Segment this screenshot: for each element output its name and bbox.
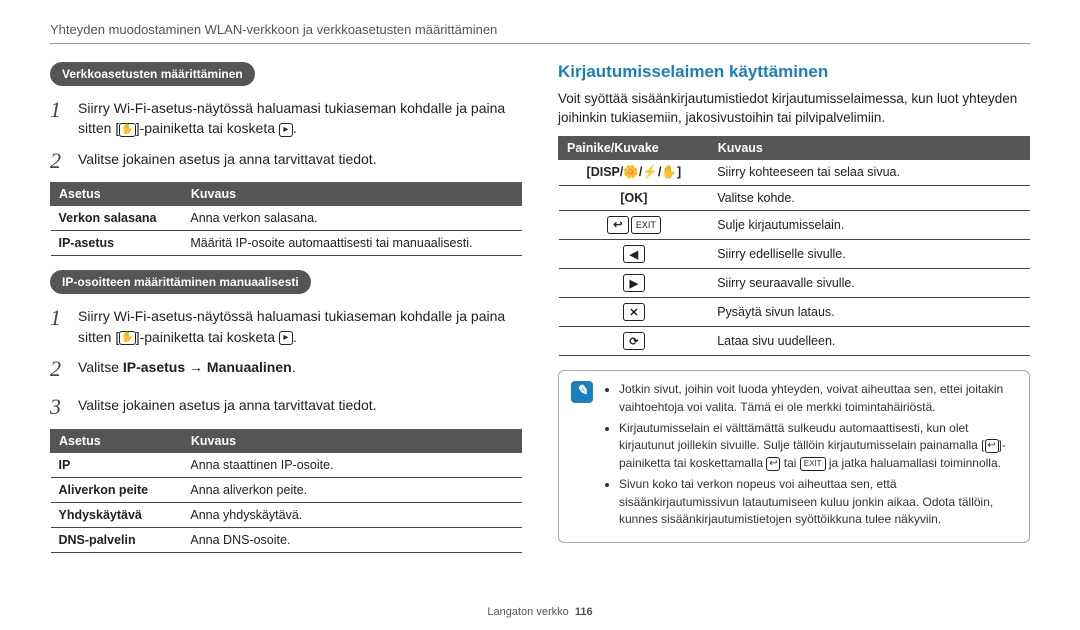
- desc-cell: Siirry kohteeseen tai selaa sivua.: [709, 159, 1029, 185]
- step-3: 3 Valitse jokainen asetus ja anna tarvit…: [50, 391, 522, 423]
- table-cell: Anna verkon salasana.: [182, 206, 521, 231]
- table-cell: Aliverkon peite: [51, 477, 183, 502]
- step-text: Valitse jokainen asetus ja anna tarvitta…: [78, 391, 522, 415]
- footer-section: Langaton verkko: [487, 606, 568, 618]
- key-icon: EXIT: [631, 216, 661, 234]
- desc-cell: Siirry edelliselle sivulle.: [709, 240, 1029, 269]
- table-cell: Anna staattinen IP-osoite.: [182, 452, 521, 477]
- step-1: 1 Siirry Wi-Fi-asetus-näytössä haluamasi…: [50, 94, 522, 139]
- page-header: Yhteyden muodostaminen WLAN-verkkoon ja …: [50, 22, 1030, 44]
- table-cell: Anna yhdyskäytävä.: [182, 502, 521, 527]
- step-number: 1: [50, 302, 68, 334]
- step-number: 2: [50, 353, 68, 385]
- table-header: Asetus: [51, 429, 183, 452]
- step-text-bold: IP-asetus: [123, 359, 185, 375]
- key-icon: ◀: [623, 245, 645, 263]
- back-icon: ↩: [766, 457, 780, 471]
- table-cell: IP-asetus: [51, 231, 183, 256]
- table-header: Painike/Kuvake: [559, 136, 710, 159]
- intro-paragraph: Voit syöttää sisäänkirjautumistiedot kir…: [558, 90, 1030, 128]
- step-number: 1: [50, 94, 68, 126]
- key-icon: ↩: [607, 216, 629, 234]
- left-column: Verkkoasetusten määrittäminen 1 Siirry W…: [50, 62, 522, 567]
- section-pill-ip-manual: IP-osoitteen määrittäminen manuaalisesti: [50, 270, 311, 294]
- hand-icon: ✋: [119, 123, 135, 137]
- table-cell: DNS-palvelin: [51, 527, 183, 552]
- settings-table-1: AsetusKuvaus Verkon salasanaAnna verkon …: [50, 182, 522, 256]
- step-text: ]-painiketta tai kosketa: [136, 120, 279, 136]
- table-header: Asetus: [51, 183, 183, 206]
- buttons-table: Painike/KuvakeKuvaus [DISP/🌼/⚡/✋]Siirry …: [558, 136, 1030, 357]
- section-pill-network-settings: Verkkoasetusten määrittäminen: [50, 62, 255, 86]
- table-cell: Anna DNS-osoite.: [182, 527, 521, 552]
- step-text: →: [185, 359, 207, 375]
- step-text: ]-painiketta tai kosketa: [136, 329, 279, 345]
- table-header: Kuvaus: [182, 183, 521, 206]
- table-cell: Anna aliverkon peite.: [182, 477, 521, 502]
- footer-page: 116: [575, 606, 593, 618]
- arrow-right-icon: ▸: [279, 331, 293, 345]
- exit-icon: EXIT: [800, 457, 826, 471]
- note-item: Kirjautumisselain ei välttämättä sulkeud…: [619, 420, 1017, 472]
- step-text-bold: Manuaalinen: [207, 359, 292, 375]
- key-icon: ⟳: [623, 332, 645, 350]
- table-header: Kuvaus: [182, 429, 521, 452]
- button-cell: ✕: [559, 298, 710, 327]
- back-icon: ↩: [985, 439, 999, 453]
- arrow-right-icon: ▸: [279, 123, 293, 137]
- desc-cell: Sulje kirjautumisselain.: [709, 210, 1029, 240]
- table-cell: Yhdyskäytävä: [51, 502, 183, 527]
- note-list: Jotkin sivut, joihin voit luoda yhteyden…: [603, 381, 1017, 532]
- desc-cell: Pysäytä sivun lataus.: [709, 298, 1029, 327]
- button-cell: ▶: [559, 269, 710, 298]
- desc-cell: Lataa sivu uudelleen.: [709, 327, 1029, 356]
- hand-icon: ✋: [119, 331, 135, 345]
- heading-login-browser: Kirjautumisselaimen käyttäminen: [558, 62, 1030, 82]
- page-footer: Langaton verkko 116: [0, 606, 1080, 618]
- step-text: .: [292, 359, 296, 375]
- button-cell: [OK]: [559, 185, 710, 210]
- note-icon: ✎: [571, 381, 593, 403]
- button-cell: [DISP/🌼/⚡/✋]: [559, 159, 710, 185]
- table-cell: Verkon salasana: [51, 206, 183, 231]
- step-text: Valitse: [78, 359, 123, 375]
- step-text: Valitse jokainen asetus ja anna tarvitta…: [78, 145, 522, 169]
- step-number: 3: [50, 391, 68, 423]
- table-cell: Määritä IP-osoite automaattisesti tai ma…: [182, 231, 521, 256]
- step-2: 2 Valitse IP-asetus → Manuaalinen.: [50, 353, 522, 385]
- right-column: Kirjautumisselaimen käyttäminen Voit syö…: [558, 62, 1030, 567]
- settings-table-2: AsetusKuvaus IPAnna staattinen IP-osoite…: [50, 429, 522, 553]
- key-icon: ▶: [623, 274, 645, 292]
- step-text: .: [293, 120, 297, 136]
- note-item: Jotkin sivut, joihin voit luoda yhteyden…: [619, 381, 1017, 416]
- step-text: .: [293, 329, 297, 345]
- note-item: Sivun koko tai verkon nopeus voi aiheutt…: [619, 476, 1017, 528]
- desc-cell: Valitse kohde.: [709, 185, 1029, 210]
- key-icon: ✕: [623, 303, 645, 321]
- button-cell: ◀: [559, 240, 710, 269]
- table-cell: IP: [51, 452, 183, 477]
- desc-cell: Siirry seuraavalle sivulle.: [709, 269, 1029, 298]
- step-2: 2 Valitse jokainen asetus ja anna tarvit…: [50, 145, 522, 177]
- button-cell: ⟳: [559, 327, 710, 356]
- button-cell: ↩EXIT: [559, 210, 710, 240]
- note-box: ✎ Jotkin sivut, joihin voit luoda yhteyd…: [558, 370, 1030, 543]
- table-header: Kuvaus: [709, 136, 1029, 159]
- step-number: 2: [50, 145, 68, 177]
- step-1: 1 Siirry Wi-Fi-asetus-näytössä haluamasi…: [50, 302, 522, 347]
